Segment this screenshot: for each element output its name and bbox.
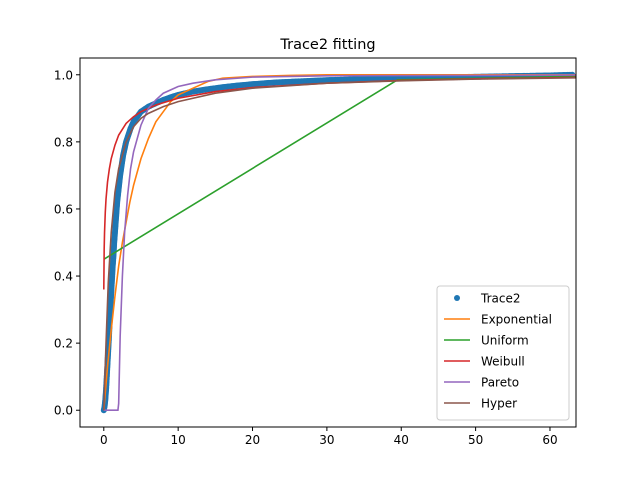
series-line-exponential bbox=[103, 73, 576, 411]
legend-label: Trace2 bbox=[480, 292, 520, 306]
y-tick-label: 0.2 bbox=[54, 337, 73, 351]
x-tick-label: 30 bbox=[319, 433, 334, 447]
x-tick-label: 10 bbox=[171, 433, 186, 447]
legend-item-uniform: Uniform bbox=[444, 334, 529, 348]
legend-item-trace2: Trace2 bbox=[454, 292, 520, 306]
x-tick-label: 0 bbox=[100, 433, 108, 447]
legend-marker bbox=[454, 295, 460, 301]
x-tick-label: 50 bbox=[468, 433, 483, 447]
legend-item-pareto: Pareto bbox=[444, 376, 519, 390]
x-tick-label: 40 bbox=[394, 433, 409, 447]
series-line-weibull bbox=[103, 76, 576, 290]
y-tick-label: 1.0 bbox=[54, 68, 73, 82]
legend-label: Uniform bbox=[481, 334, 529, 348]
legend-label: Pareto bbox=[481, 376, 519, 390]
legend-item-exponential: Exponential bbox=[444, 313, 552, 327]
x-tick-label: 60 bbox=[542, 433, 557, 447]
legend-label: Weibull bbox=[481, 355, 525, 369]
x-tick-label: 20 bbox=[245, 433, 260, 447]
legend-label: Hyper bbox=[481, 397, 517, 411]
legend-item-weibull: Weibull bbox=[444, 355, 525, 369]
series-line-uniform bbox=[103, 75, 576, 260]
plot-frame bbox=[79, 57, 577, 428]
chart-title: Trace2 fitting bbox=[279, 37, 375, 53]
y-tick-label: 0.4 bbox=[54, 270, 73, 284]
legend-label: Exponential bbox=[481, 313, 552, 327]
series-line-pareto bbox=[103, 74, 576, 412]
legend: Trace2 Exponential Uniform Weibull Pareto Hyp… bbox=[436, 285, 570, 421]
series-line-hyper bbox=[103, 76, 576, 411]
y-tick-label: 0.0 bbox=[54, 404, 73, 418]
legend-item-hyper: Hyper bbox=[444, 397, 517, 411]
y-tick-label: 0.6 bbox=[54, 202, 73, 216]
y-tick-label: 0.8 bbox=[54, 135, 73, 149]
